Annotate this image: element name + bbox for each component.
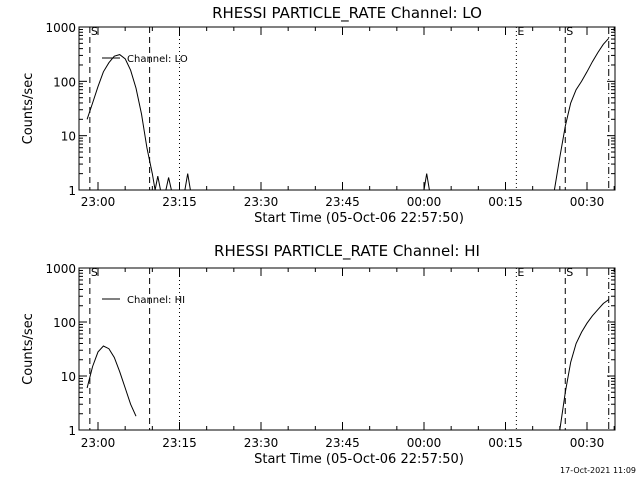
marker-label: S (566, 25, 573, 38)
marker-label: S (566, 266, 573, 279)
x-tick-label: 23:30 (244, 436, 279, 450)
x-tick-label: 23:15 (162, 436, 197, 450)
legend-entry: Channel: LO (127, 54, 188, 65)
x-tick-label: 00:00 (407, 195, 442, 209)
x-tick-label: 23:45 (325, 436, 360, 450)
x-tick-label: 23:45 (325, 195, 360, 209)
series-line (86, 54, 191, 191)
chart-title: RHESSI PARTICLE_RATE Channel: HI (214, 242, 480, 261)
y-tick-label: 10 (61, 370, 76, 384)
series-line (423, 173, 430, 191)
chart-panel-hi: RHESSI PARTICLE_RATE Channel: HI 1 10 100 10… (21, 242, 616, 467)
chart-panel-lo: RHESSI PARTICLE_RATE Channel: LO 1 10 100 10… (21, 4, 616, 226)
y-tick-label: 1000 (45, 262, 76, 276)
x-tick-label: 00:15 (488, 195, 523, 209)
marker-label: E (517, 266, 524, 279)
series-line (553, 37, 610, 191)
x-axis-label: Start Time (05-Oct-06 22:57:50) (254, 452, 464, 467)
x-tick-label: 00:30 (570, 195, 605, 209)
legend-entry: Channel: HI (127, 295, 185, 306)
y-tick-label: 1000 (45, 21, 76, 35)
series-line (86, 345, 137, 417)
y-axis-label: Counts/sec (21, 313, 36, 385)
x-tick-label: 23:15 (162, 195, 197, 209)
y-axis-label: Counts/sec (21, 73, 36, 145)
x-tick-label: 00:30 (570, 436, 605, 450)
x-tick-label: 23:00 (81, 436, 116, 450)
marker-label: S (91, 266, 98, 279)
y-tick-label: 1 (68, 184, 76, 198)
y-tick-label: 10 (61, 130, 76, 144)
plot-frame (78, 26, 616, 191)
marker-label: E (517, 25, 524, 38)
chart-title: RHESSI PARTICLE_RATE Channel: LO (212, 4, 482, 23)
marker-label: S (91, 25, 98, 38)
y-tick-label: 100 (53, 316, 76, 330)
plot-frame (78, 267, 616, 431)
x-tick-label: 23:30 (244, 195, 279, 209)
x-tick-label: 23:00 (81, 195, 116, 209)
y-tick-label: 100 (53, 75, 76, 89)
x-axis-label: Start Time (05-Oct-06 22:57:50) (254, 211, 464, 226)
timestamp-footer: 17-Oct-2021 11:09 (560, 466, 636, 475)
x-tick-label: 00:15 (488, 436, 523, 450)
x-tick-label: 00:00 (407, 436, 442, 450)
y-tick-label: 1 (68, 424, 76, 438)
series-line (559, 299, 609, 431)
